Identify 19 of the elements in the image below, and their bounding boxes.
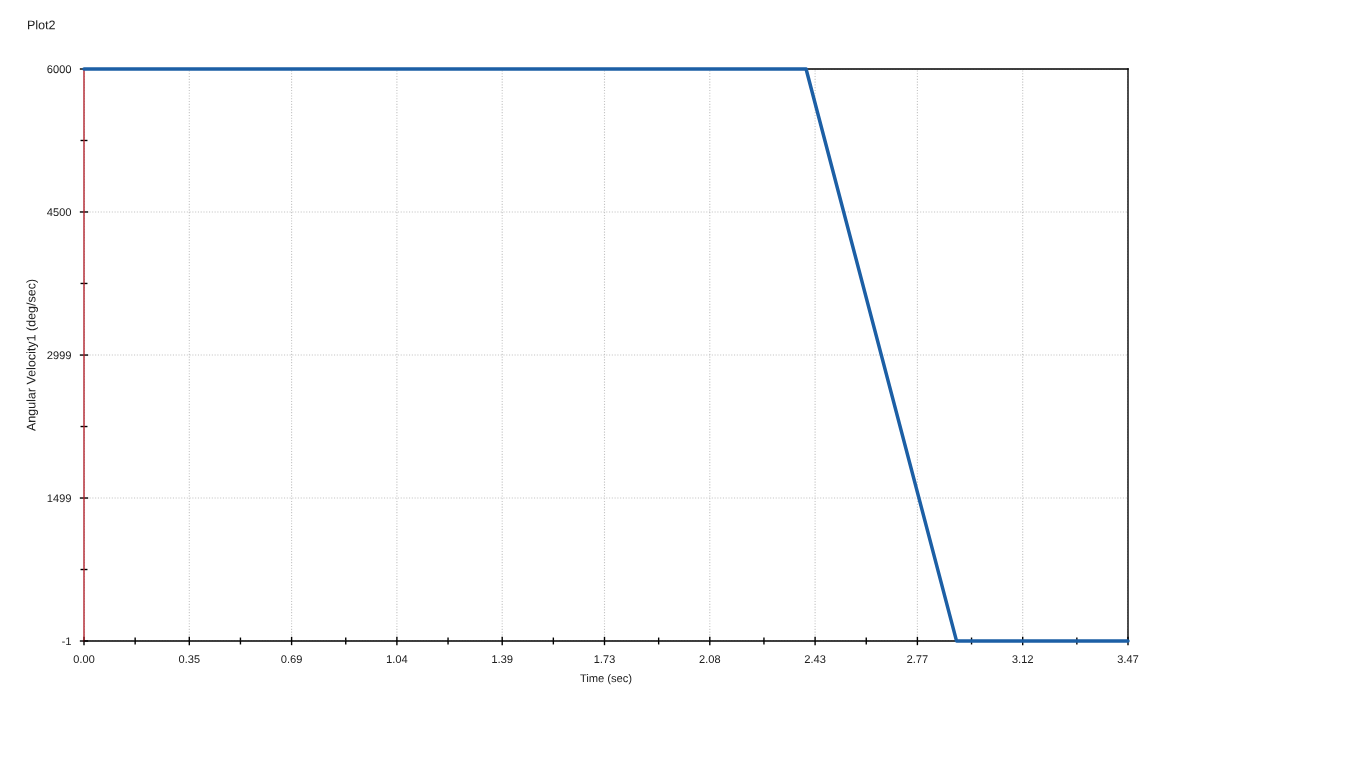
x-tick-label: 1.04 xyxy=(386,655,408,664)
x-tick-label: 1.73 xyxy=(594,655,615,664)
x-tick-label: 3.47 xyxy=(1117,655,1139,664)
x-tick-label: 2.43 xyxy=(804,655,826,664)
y-tick-label: 4500 xyxy=(47,208,72,217)
y-tick-label: 1499 xyxy=(47,494,71,503)
x-axis-title: Time (sec) xyxy=(580,674,632,685)
x-tick-label: 3.12 xyxy=(1012,655,1033,664)
x-tick-label: 2.77 xyxy=(907,655,928,663)
x-tick-label: 1.39 xyxy=(492,655,513,664)
chart-title: Plot2 xyxy=(28,20,55,30)
y-axis-title: Angular Velocity1 (deg/sec) xyxy=(26,279,38,432)
x-tick-label: 0.69 xyxy=(281,655,302,664)
x-tick-label: 0.35 xyxy=(178,655,200,664)
y-tick-label: 2999 xyxy=(47,351,71,360)
x-tick-label: 0.00 xyxy=(73,655,95,664)
y-tick-label: 6000 xyxy=(47,65,72,74)
x-tick-label: 2.08 xyxy=(699,655,721,664)
y-tick-label: -1 xyxy=(62,637,71,646)
